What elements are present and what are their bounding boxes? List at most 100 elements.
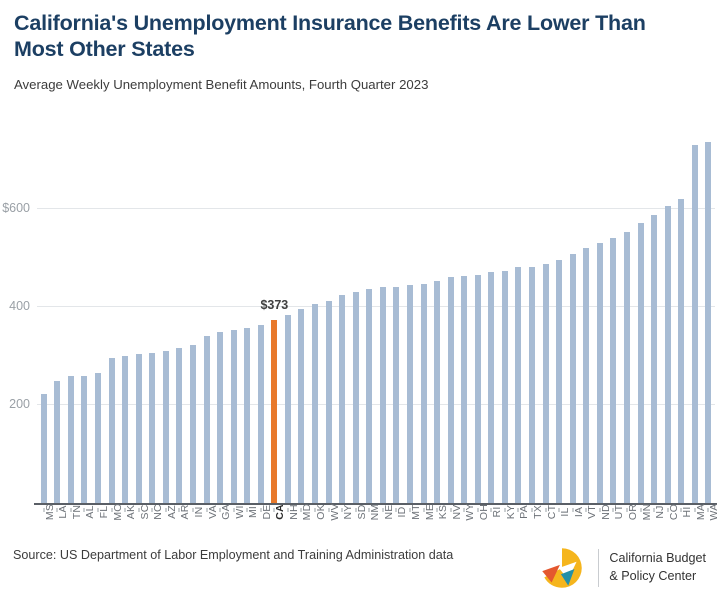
bar-slot-de[interactable] xyxy=(254,130,268,503)
bar-ut[interactable] xyxy=(610,238,617,503)
bar-slot-ms[interactable] xyxy=(37,130,51,503)
bar-slot-mt[interactable] xyxy=(403,130,417,503)
bar-mt[interactable] xyxy=(406,284,413,503)
bar-la[interactable] xyxy=(54,380,61,503)
bar-slot-tn[interactable] xyxy=(64,130,78,503)
bar-slot-wi[interactable] xyxy=(227,130,241,503)
bar-il[interactable] xyxy=(556,260,563,503)
bar-ne[interactable] xyxy=(379,287,386,503)
bar-slot-va[interactable] xyxy=(200,130,214,503)
bar-slot-in[interactable] xyxy=(186,130,200,503)
bar-slot-ar[interactable] xyxy=(173,130,187,503)
bar-ct[interactable] xyxy=(542,264,549,503)
bar-slot-ga[interactable] xyxy=(213,130,227,503)
bar-ak[interactable] xyxy=(122,355,129,503)
bar-slot-wa[interactable] xyxy=(702,130,716,503)
bar-wa[interactable] xyxy=(705,142,712,503)
bar-az[interactable] xyxy=(162,350,169,503)
bar-ks[interactable] xyxy=(434,281,441,503)
bar-vt[interactable] xyxy=(583,247,590,503)
bar-al[interactable] xyxy=(81,376,88,503)
bar-slot-nm[interactable] xyxy=(363,130,377,503)
bar-slot-vt[interactable] xyxy=(580,130,594,503)
bar-slot-wv[interactable] xyxy=(322,130,336,503)
bar-slot-nc[interactable] xyxy=(146,130,160,503)
bar-slot-tx[interactable] xyxy=(525,130,539,503)
bar-ms[interactable] xyxy=(40,394,47,503)
bar-nc[interactable] xyxy=(149,353,156,503)
bar-ny[interactable] xyxy=(339,295,346,503)
bar-slot-oh[interactable] xyxy=(471,130,485,503)
bar-slot-ca[interactable]: $373 xyxy=(260,130,288,503)
bar-tn[interactable] xyxy=(67,376,74,503)
bar-in[interactable] xyxy=(189,344,196,503)
bar-slot-ky[interactable] xyxy=(498,130,512,503)
bar-slot-wy[interactable] xyxy=(457,130,471,503)
bar-slot-la[interactable] xyxy=(51,130,65,503)
bar-slot-ny[interactable] xyxy=(335,130,349,503)
bar-id[interactable] xyxy=(393,287,400,503)
bar-tx[interactable] xyxy=(529,266,536,503)
bar-slot-md[interactable] xyxy=(295,130,309,503)
bar-slot-nh[interactable] xyxy=(281,130,295,503)
bar-slot-ct[interactable] xyxy=(539,130,553,503)
bar-mn[interactable] xyxy=(637,223,644,503)
bar-slot-or[interactable] xyxy=(620,130,634,503)
bar-slot-ne[interactable] xyxy=(376,130,390,503)
bar-ri[interactable] xyxy=(488,272,495,503)
bar-nv[interactable] xyxy=(447,277,454,503)
bar-wy[interactable] xyxy=(461,275,468,503)
bar-de[interactable] xyxy=(257,325,264,503)
bar-slot-sd[interactable] xyxy=(349,130,363,503)
bar-slot-ia[interactable] xyxy=(566,130,580,503)
bar-slot-nv[interactable] xyxy=(444,130,458,503)
bar-slot-hi[interactable] xyxy=(674,130,688,503)
bar-md[interactable] xyxy=(298,308,305,503)
bar-slot-az[interactable] xyxy=(159,130,173,503)
bar-slot-mo[interactable] xyxy=(105,130,119,503)
bar-slot-il[interactable] xyxy=(552,130,566,503)
bar-nm[interactable] xyxy=(366,288,373,503)
bar-slot-me[interactable] xyxy=(417,130,431,503)
bar-slot-ak[interactable] xyxy=(118,130,132,503)
bar-nh[interactable] xyxy=(284,315,291,503)
bar-slot-ut[interactable] xyxy=(607,130,621,503)
bar-ca[interactable] xyxy=(271,319,278,503)
bar-slot-nj[interactable] xyxy=(647,130,661,503)
bar-pa[interactable] xyxy=(515,267,522,503)
bar-wi[interactable] xyxy=(230,330,237,503)
bar-slot-mi[interactable] xyxy=(240,130,254,503)
bar-ia[interactable] xyxy=(569,253,576,503)
bar-sc[interactable] xyxy=(135,353,142,503)
bar-slot-ks[interactable] xyxy=(430,130,444,503)
bar-mo[interactable] xyxy=(108,357,115,503)
bar-mi[interactable] xyxy=(244,328,251,503)
bar-slot-co[interactable] xyxy=(661,130,675,503)
bar-nj[interactable] xyxy=(651,215,658,503)
bar-ok[interactable] xyxy=(312,304,319,503)
bar-fl[interactable] xyxy=(95,373,102,503)
bar-ky[interactable] xyxy=(501,271,508,503)
bar-slot-pa[interactable] xyxy=(512,130,526,503)
bar-nd[interactable] xyxy=(596,242,603,503)
bar-slot-ma[interactable] xyxy=(688,130,702,503)
bar-oh[interactable] xyxy=(474,274,481,503)
bar-me[interactable] xyxy=(420,283,427,503)
bar-slot-id[interactable] xyxy=(390,130,404,503)
bar-hi[interactable] xyxy=(678,198,685,503)
bar-slot-mn[interactable] xyxy=(634,130,648,503)
bar-va[interactable] xyxy=(203,335,210,503)
bar-co[interactable] xyxy=(664,206,671,503)
bar-ar[interactable] xyxy=(176,347,183,503)
bar-sd[interactable] xyxy=(352,291,359,503)
bar-or[interactable] xyxy=(623,231,630,503)
bar-slot-sc[interactable] xyxy=(132,130,146,503)
bar-slot-nd[interactable] xyxy=(593,130,607,503)
bar-wv[interactable] xyxy=(325,300,332,503)
bar-ga[interactable] xyxy=(217,332,224,503)
bar-slot-ok[interactable] xyxy=(308,130,322,503)
bar-slot-fl[interactable] xyxy=(91,130,105,503)
bar-slot-ri[interactable] xyxy=(485,130,499,503)
bar-slot-al[interactable] xyxy=(78,130,92,503)
bar-ma[interactable] xyxy=(691,144,698,503)
